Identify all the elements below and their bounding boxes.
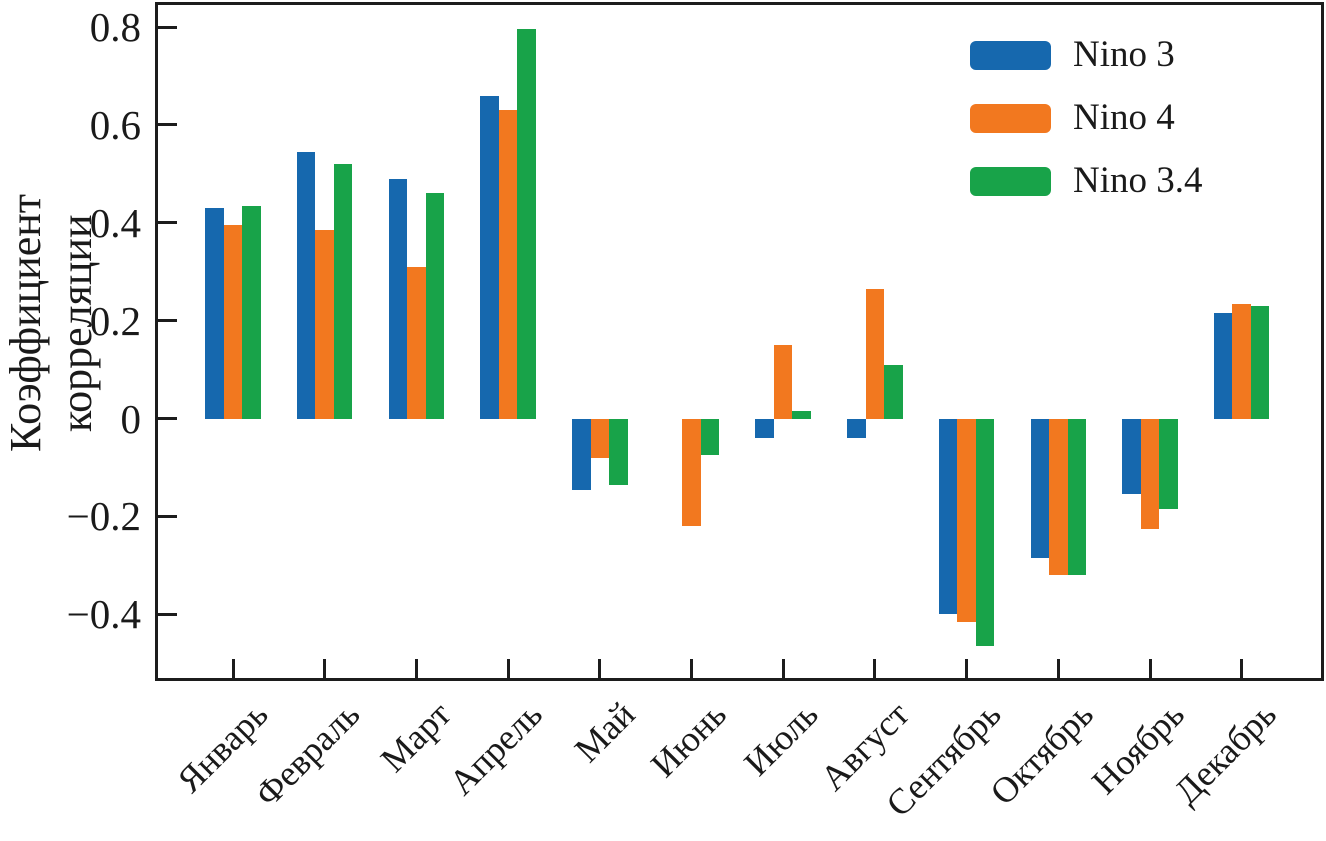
legend-label: Nino 3.4 [1073,160,1203,201]
y-tick-mark [158,514,177,518]
legend-item: Nino 3.4 [970,161,1203,201]
bar-nino-3 [296,151,316,419]
bar-nino-3 [205,208,224,419]
bar-nino-3-4 [425,193,445,419]
y-tick-label: 0.6 [89,101,141,148]
y-tick-mark [158,221,177,225]
x-tick-label-month: Апрель [441,694,551,803]
bar-nino-3 [1213,313,1233,419]
x-tick-mark [1148,659,1152,678]
bar-nino-3-4 [1159,418,1178,510]
y-tick-mark [158,319,177,323]
bar-nino-4 [407,266,426,419]
bar-nino-3-4 [333,164,353,419]
bar-nino-3-4 [609,418,628,485]
x-tick-mark [1240,659,1244,678]
x-tick-mark [506,659,510,678]
y-tick-mark [158,25,177,29]
bar-nino-4 [1049,418,1068,576]
x-tick-label-month: Июнь [642,694,734,785]
bar-nino-4 [1232,303,1251,419]
y-tick-label: −0.2 [66,493,141,540]
bar-nino-3 [572,418,591,490]
bar-nino-4 [682,418,701,527]
x-tick-mark [598,659,602,678]
y-tick-label: 0.2 [89,297,141,344]
bar-nino-3 [1122,418,1141,495]
bar-nino-3-4 [517,29,536,419]
bar-nino-4 [590,418,610,458]
bar-nino-3-4 [1067,418,1087,576]
x-tick-label-month: Октябрь [982,694,1101,813]
bar-nino-3-4 [975,418,995,647]
x-tick-mark [965,659,969,678]
bar-nino-4 [957,418,976,622]
bar-nino-4 [315,230,334,419]
bar-nino-3-4 [242,205,261,419]
legend-item: Nino 4 [970,98,1175,138]
bar-nino-4 [498,110,518,419]
bar-nino-3 [388,178,408,419]
x-tick-label-month: Декабрь [1166,694,1284,812]
legend-item: Nino 3 [970,35,1175,75]
bar-nino-3 [1030,418,1050,559]
x-tick-label-month: Май [566,694,643,770]
legend-label: Nino 4 [1073,97,1175,138]
legend-swatch [970,103,1051,133]
x-tick-mark [1056,659,1060,678]
bar-nino-4 [773,345,793,419]
bar-nino-4 [865,288,885,419]
y-tick-label: 0.4 [89,199,141,246]
bar-nino-3-4 [1250,306,1270,419]
bar-nino-3-4 [884,364,903,419]
legend-swatch [970,166,1051,196]
bar-nino-3 [847,418,866,439]
y-tick-label: 0 [120,395,142,442]
x-tick-mark [231,659,235,678]
y-tick-label: −0.4 [66,591,141,638]
y-tick-mark [158,123,177,127]
plot-inner: Nino 3 Nino 4 Nino 3.4 [158,5,1321,678]
x-tick-mark [781,659,785,678]
x-tick-mark [690,659,693,678]
bar-nino-4 [223,225,243,419]
bar-nino-3 [938,418,958,615]
y-tick-mark [158,612,177,616]
y-tick-label: 0.8 [89,4,141,51]
bar-nino-3-4 [792,411,811,419]
x-tick-mark [873,659,877,678]
x-tick-mark [323,659,327,678]
plot-area: Nino 3 Nino 4 Nino 3.4 [155,2,1324,681]
x-tick-mark [414,659,418,678]
legend-label: Nino 3 [1073,34,1175,75]
x-tick-label-month: Март [372,694,459,780]
bar-nino-3 [755,418,774,439]
y-tick-mark [158,417,177,421]
bar-nino-3 [480,95,499,419]
legend-swatch [970,40,1051,70]
bar-nino-4 [1140,418,1160,529]
bar-nino-3-4 [700,418,720,456]
